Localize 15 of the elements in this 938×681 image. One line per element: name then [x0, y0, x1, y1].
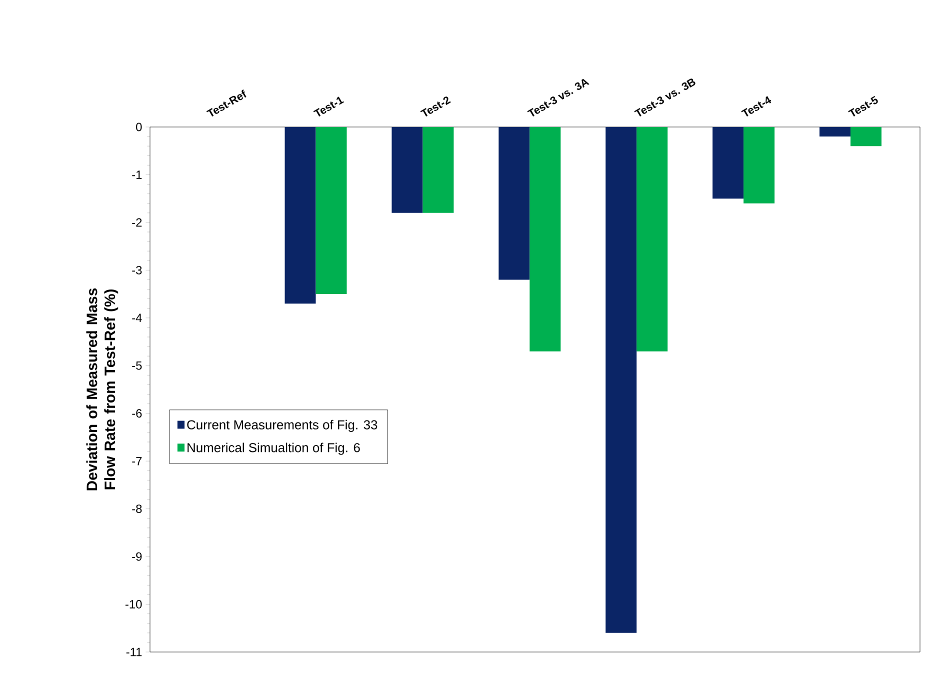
y-tick-label: -2 [132, 218, 142, 227]
y-tick-label: -7 [132, 456, 142, 466]
legend-label: Numerical Simualtion of Fig. 6 [188, 442, 360, 455]
y-tick-label: -4 [132, 314, 142, 322]
y-tick-label: -8 [132, 504, 142, 514]
y-tick-label: -5 [132, 361, 142, 370]
y-tick-label: 0 [136, 122, 142, 132]
y-tick-label: -3 [132, 266, 142, 274]
y-tick-label: -10 [125, 600, 142, 608]
legend-label: Current Measurements of Fig. 33 [187, 420, 378, 432]
y-tick-label: -6 [132, 409, 142, 418]
y-tick-label: -1 [132, 170, 142, 179]
y-tick-label: -11 [126, 648, 142, 656]
y-axis-title: Deviation of Measured Mass Flow Rate from Test-Ref (%) [86, 288, 118, 490]
y-tick-label: -9 [132, 552, 142, 561]
